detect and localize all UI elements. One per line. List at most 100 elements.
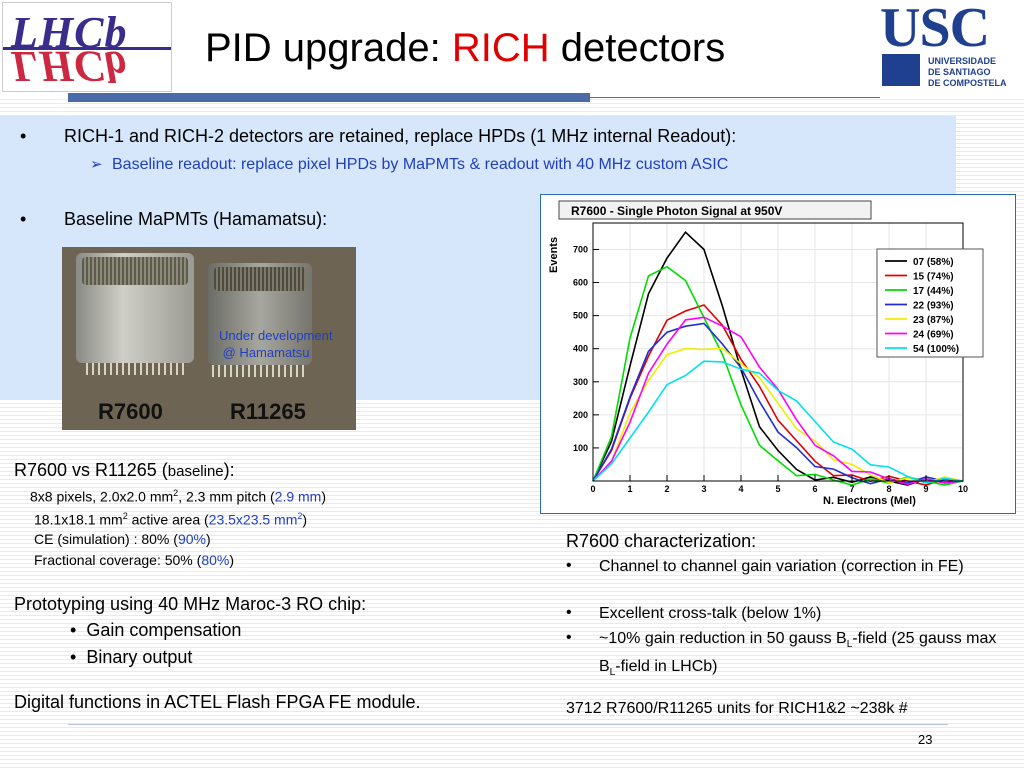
units-count: 3712 R7600/R11265 units for RICH1&2 ~238…: [566, 700, 908, 717]
title-underline-thin: [590, 97, 880, 98]
chart-y-tick-label: 500: [573, 311, 588, 321]
chart-x-tick-label: 9: [923, 484, 928, 494]
chart-y-tick-label: 600: [573, 278, 588, 288]
specs-title-text: R7600 vs R11265 (: [14, 460, 168, 480]
chart-legend-label: 54 (100%): [913, 344, 959, 355]
usc-logo: USC UNIVERSIDADE DE SANTIAGO DE COMPOSTE…: [876, 0, 1024, 96]
spec-superscript: 2: [173, 488, 179, 498]
prototyping-title: Prototyping using 40 MHz Maroc-3 RO chip…: [14, 594, 367, 614]
single-photon-chart: 100 200 300 400 500 600 700 0 1 2 3 4 5 6 7 8 9 10 R7600 …: [540, 194, 1016, 514]
chart-x-tick-label: 1: [627, 484, 632, 494]
chart-x-tick-label: 8: [886, 484, 891, 494]
chart-svg: 100 200 300 400 500 600 700 0 1 2 3 4 5 6 7 8 9 10 R7600 …: [545, 199, 1011, 509]
bullet-icon: •: [566, 629, 572, 646]
prototyping-item: • Gain compensation: [70, 620, 241, 641]
spec-coverage: Fractional coverage: 50% (80%): [34, 552, 234, 568]
specs-title-baseline: baseline: [167, 463, 224, 480]
prototyping-item-text: Gain compensation: [86, 620, 242, 640]
spec-text: ): [302, 511, 308, 528]
pmt-window: [214, 267, 306, 291]
arrow-bullet-icon: ➢: [90, 156, 103, 173]
footer-rule: [68, 724, 948, 725]
chart-title: R7600 - Single Photon Signal at 950V: [571, 204, 782, 218]
chart-x-tick-label: 10: [958, 484, 968, 494]
chart-legend-label: 07 (58%): [913, 257, 954, 268]
chart-legend-label: 23 (87%): [913, 315, 954, 326]
chart-series-line: [592, 316, 964, 486]
spec-highlight: 90%: [177, 531, 206, 547]
title-accent: RICH: [451, 26, 550, 70]
chart-legend-label: 24 (69%): [913, 330, 954, 341]
chart-xlabel: N. Electrons (Mel): [823, 495, 916, 507]
spec-text: 18.1x18.1 mm: [34, 511, 123, 528]
char-text: -field (25 gauss max B: [599, 630, 997, 676]
pmt-window: [82, 257, 188, 285]
spec-text: active area (: [127, 511, 209, 528]
chart-legend-label: 15 (74%): [913, 272, 954, 283]
development-note: Under development @ Hamamatsu: [219, 327, 332, 361]
characterization-title: R7600 characterization:: [566, 531, 757, 551]
spec-ce: CE (simulation) : 80% (90%): [34, 531, 211, 547]
spec-text: 8x8 pixels, 2.0x2.0 mm: [30, 488, 174, 505]
usc-sub-line: DE SANTIAGO: [928, 67, 991, 77]
title-prefix: PID upgrade:: [205, 26, 452, 70]
usc-sub-line: DE COMPOSTELA: [928, 78, 1007, 88]
spec-text: Fractional coverage: 50% (: [34, 552, 202, 568]
spec-text: CE (simulation) : 80% (: [34, 531, 178, 547]
bullet-icon: •: [566, 604, 572, 621]
characterization-gain-reduction: ~10% gain reduction in 50 gauss BL-field…: [599, 628, 1019, 684]
chart-title-box: [558, 200, 872, 220]
bullet-icon: •: [20, 209, 27, 229]
digital-functions-note: Digital functions in ACTEL Flash FPGA FE…: [14, 692, 421, 712]
pmt-pins: [212, 365, 308, 377]
spec-superscript: 2: [122, 511, 128, 521]
bullet-baseline-mapmts: Baseline MaPMTs (Hamamatsu):: [64, 209, 328, 229]
mapmt-photo: R7600 R11265: [62, 247, 356, 430]
chart-x-tick-label: 0: [590, 484, 595, 494]
usc-logo-text: USC: [880, 0, 990, 59]
chart-series-line: [592, 360, 964, 484]
spec-text: ): [321, 488, 327, 505]
development-note-line: @ Hamamatsu: [222, 345, 310, 360]
photo-label-r7600: R7600: [98, 399, 163, 424]
bullet-icon: •: [70, 647, 77, 667]
chart-x-tick-label: 5: [775, 484, 780, 494]
title-suffix: detectors: [549, 26, 726, 70]
chart-x-tick-label: 6: [812, 484, 817, 494]
chart-x-tick-label: 4: [738, 484, 743, 494]
chart-x-tick-label: 7: [849, 484, 854, 494]
chart-y-tick-label: 400: [573, 344, 588, 354]
char-text: ~10% gain reduction in 50 gauss B: [599, 630, 847, 647]
development-note-line: Under development: [219, 328, 333, 343]
chart-y-tick-label: 300: [573, 377, 588, 387]
chart-y-tick-label: 700: [573, 244, 588, 254]
chart-legend: [876, 248, 984, 358]
spec-pixels: 8x8 pixels, 2.0x2.0 mm2, 2.3 mm pitch (2…: [30, 488, 326, 505]
spec-highlight: 23.5x23.5 mm: [208, 511, 298, 528]
bullet-icon: •: [70, 620, 77, 640]
title-underline: [68, 93, 590, 102]
specs-title-end: ):: [223, 460, 235, 480]
char-subscript: L: [846, 639, 853, 651]
chart-y-tick-label: 100: [573, 443, 588, 453]
spec-active-area: 18.1x18.1 mm2 active area (23.5x23.5 mm2…: [34, 511, 307, 528]
prototyping-item-text: Binary output: [86, 647, 193, 667]
lhcb-logo: LHCb LHCb: [2, 2, 172, 92]
bullet-icon: •: [566, 557, 572, 574]
char-subscript: L: [609, 667, 616, 679]
chart-series: [592, 230, 964, 486]
r11265-pmt-image: [208, 263, 312, 365]
pmt-pins: [86, 363, 186, 375]
spec-superscript: 2: [297, 511, 303, 521]
spec-highlight: 2.9 mm: [274, 488, 322, 505]
spec-text: ): [229, 552, 235, 568]
bullet-rich-detectors: RICH-1 and RICH-2 detectors are retained…: [64, 126, 737, 146]
specs-title: R7600 vs R11265 (baseline):: [14, 460, 235, 481]
chart-x-tick-label: 3: [701, 484, 706, 494]
usc-sub-line: UNIVERSIDADE: [928, 56, 997, 66]
characterization-cross-talk: Excellent cross-talk (below 1%): [599, 605, 822, 622]
lhcb-logo-band: [3, 47, 171, 50]
spec-text: ): [205, 531, 211, 547]
chart-legend-label: 17 (44%): [913, 286, 954, 297]
chart-series-line: [592, 322, 963, 485]
